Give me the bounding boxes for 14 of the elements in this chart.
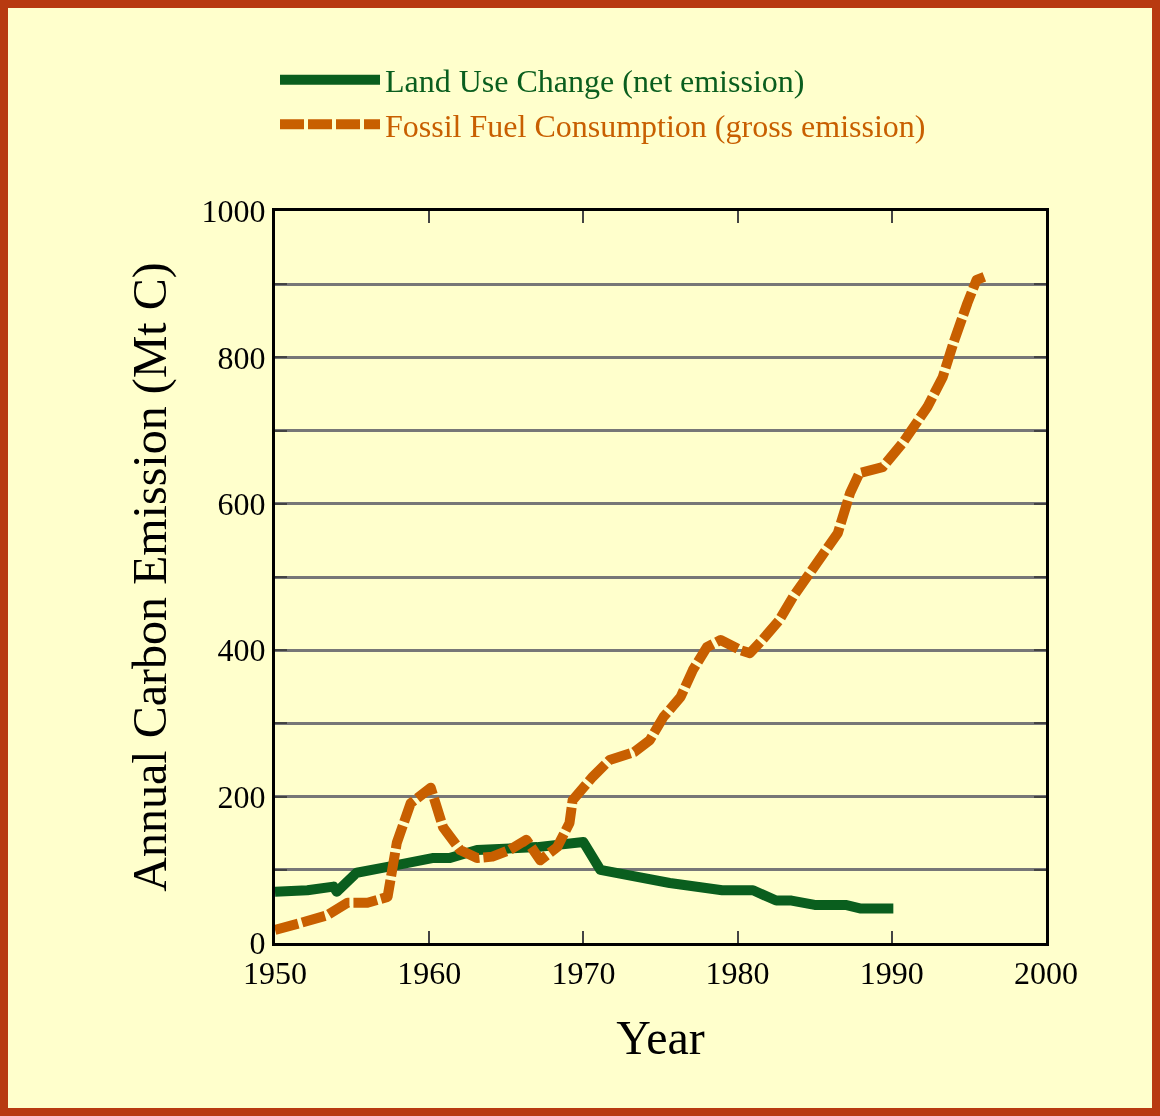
x-axis-title: Year [616,1010,705,1064]
x-tick-label: 1990 [859,955,924,992]
y-axis-title: Annual Carbon Emission (Mt C) [123,262,178,892]
legend-label: Fossil Fuel Consumption (gross emission) [385,107,926,144]
legend-label: Land Use Change (net emission) [385,63,805,100]
x-tick-label: 2000 [1014,955,1078,992]
y-tick-label: 400 [217,632,266,669]
x-tick-label: 1960 [397,955,462,992]
x-tick-label: 1980 [705,955,770,992]
y-tick-label: 600 [217,486,266,522]
x-tick-label: 1970 [551,955,616,992]
y-tick-label: 200 [217,778,266,815]
y-tick-label: 1000 [201,193,266,230]
y-tick-label: 800 [217,339,266,376]
